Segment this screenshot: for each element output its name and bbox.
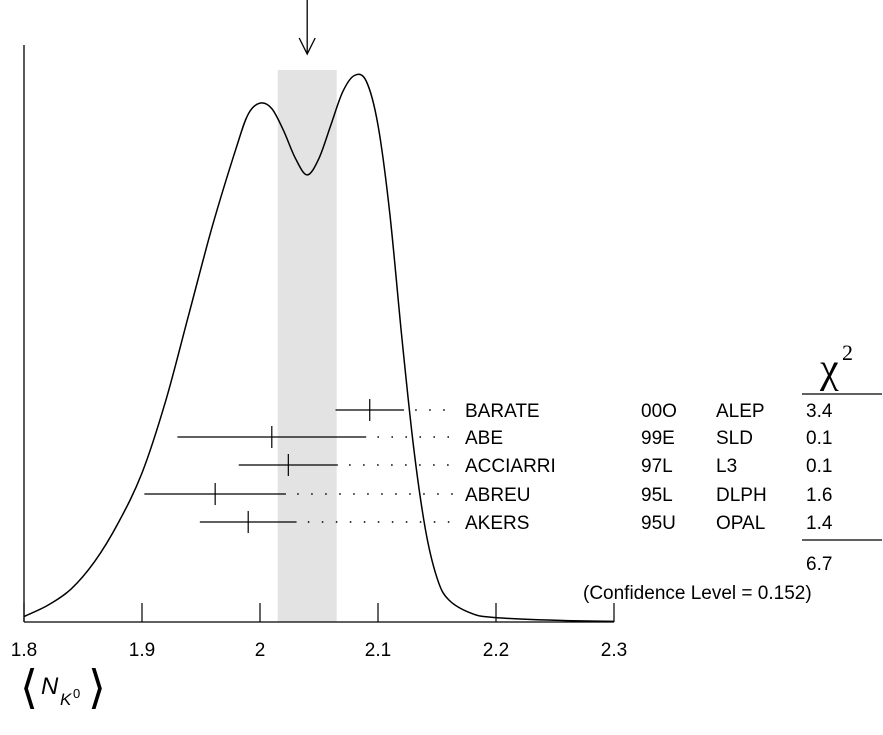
leader-dot (432, 464, 435, 466)
measurement-author: ACCIARRI (465, 456, 556, 477)
leader-dot (443, 409, 445, 411)
leader-dot (390, 464, 393, 466)
x-axis-label-main: N (41, 673, 59, 700)
measurement-chi2: 0.1 (806, 428, 832, 449)
measurement-author: ABREU (465, 485, 530, 506)
leader-dot (415, 409, 417, 411)
leader-dot (349, 521, 352, 523)
measurement-chi2: 1.6 (806, 485, 832, 506)
leader-dot (423, 493, 425, 495)
leader-dot (353, 493, 355, 495)
chi2-header: χ (819, 346, 839, 392)
measurement-chi2: 3.4 (806, 401, 833, 422)
leader-dot (321, 521, 324, 523)
x-tick-label: 2.3 (601, 640, 627, 661)
leader-dot (405, 521, 408, 523)
x-axis-label-subscript: K (60, 690, 72, 709)
confidence-level: (Confidence Level = 0.152) (583, 583, 812, 604)
weighted-average-arrow (298, 0, 316, 56)
measurement-author: ABE (465, 428, 503, 449)
leader-dot (367, 493, 369, 495)
measurement-chi2: 1.4 (806, 513, 833, 534)
x-axis-ticks: 1.8 1.9 2 2.1 2.2 2.3 (11, 603, 627, 661)
leader-dot (429, 409, 431, 411)
leader-dot (381, 493, 383, 495)
measurement-exp: DLPH (716, 485, 767, 506)
leader-dot (405, 436, 408, 438)
leader-dot (339, 493, 341, 495)
leader-dot (391, 436, 394, 438)
measurement-exp: ALEP (716, 401, 765, 422)
leader-dot (437, 493, 439, 495)
leader-dot (311, 493, 313, 495)
x-axis-label-sub-superscript: 0 (73, 686, 80, 701)
leader-dot (395, 493, 397, 495)
leader-dot (433, 521, 436, 523)
leader-dot (391, 521, 394, 523)
leader-dot (446, 464, 449, 466)
x-axis-label-left-bracket: ⟨ (20, 660, 38, 714)
leader-dot (418, 464, 421, 466)
arrow-head (298, 37, 316, 56)
measurement-chi2: 0.1 (806, 456, 832, 477)
leader-dot (307, 521, 310, 523)
measurement-exp: SLD (716, 428, 753, 449)
leader-dot (297, 493, 299, 495)
measurement-author: AKERS (465, 513, 529, 534)
leader-dot (419, 436, 422, 438)
x-tick-label: 2.2 (483, 640, 509, 661)
measurement-ref: 95L (641, 485, 673, 506)
measurement-ref: 00O (641, 401, 677, 422)
chi2-header-superscript: 2 (842, 340, 853, 365)
leader-dot (325, 493, 327, 495)
measurement-exp: OPAL (716, 513, 765, 534)
leader-dot (335, 521, 338, 523)
x-tick-label: 2.1 (365, 640, 391, 661)
leader-dot (377, 436, 380, 438)
measurement-author: BARATE (465, 401, 540, 422)
leader-dot (377, 521, 380, 523)
x-tick-label: 1.9 (129, 640, 155, 661)
ideogram-curve (23, 73, 615, 623)
weighted-average-band (277, 70, 337, 622)
chi2-total: 6.7 (806, 554, 832, 575)
leader-dot (362, 464, 365, 466)
measurement-exp: L3 (716, 456, 737, 477)
x-axis-label-right-bracket: ⟩ (88, 660, 106, 714)
leader-dot (404, 464, 407, 466)
leader-dot (451, 493, 453, 495)
leader-dot (363, 521, 366, 523)
x-tick-label: 1.8 (11, 640, 37, 661)
leader-dot (447, 521, 450, 523)
measurement-ref: 97L (641, 456, 673, 477)
leader-dot (433, 436, 436, 438)
leader-dot (348, 464, 351, 466)
measurement-ref: 95U (641, 513, 676, 534)
leader-dot (447, 436, 450, 438)
leader-dot (409, 493, 411, 495)
x-tick-label: 2 (255, 640, 266, 661)
measurement-rows: BARATE 00O ALEP 3.4 ABE 99E SLD 0.1 ACCIARRI 97L L… (144, 399, 833, 534)
measurement-ref: 99E (641, 428, 675, 449)
leader-dot (376, 464, 379, 466)
leader-dot (419, 521, 422, 523)
